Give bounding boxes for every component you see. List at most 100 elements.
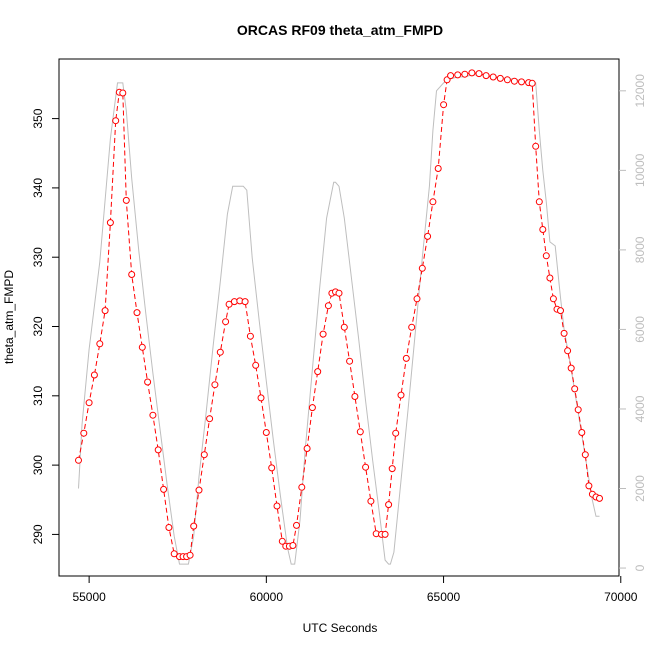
y-tick-label: 350: [31, 108, 45, 128]
theta-point: [440, 101, 448, 109]
theta-point: [160, 485, 168, 493]
theta-point: [186, 551, 194, 559]
x-axis: 55000 60000 65000 70000: [72, 576, 638, 604]
theta-point: [413, 295, 421, 303]
theta-point: [252, 361, 260, 369]
y2-tick-label: 2000: [633, 475, 647, 502]
altitude-series: [78, 74, 600, 565]
theta-point: [356, 428, 364, 436]
theta-point: [546, 274, 554, 282]
theta-point: [362, 463, 370, 471]
theta-point: [468, 69, 476, 77]
theta-point: [496, 74, 504, 82]
theta-point: [571, 385, 579, 393]
theta-point: [149, 411, 157, 419]
theta-point: [447, 72, 455, 80]
theta-point: [408, 323, 416, 331]
theta-point: [222, 318, 230, 326]
y2-tick-label: 6000: [633, 316, 647, 343]
theta-point: [340, 323, 348, 331]
theta-point: [367, 497, 375, 505]
theta-point: [122, 196, 130, 204]
theta-point: [539, 226, 547, 233]
theta-point: [324, 302, 332, 310]
theta-point: [581, 451, 589, 459]
theta-point: [585, 482, 593, 490]
theta-point: [381, 530, 389, 538]
theta-point: [106, 219, 114, 227]
theta-point: [319, 330, 327, 338]
theta-point: [397, 391, 405, 399]
y2-tick-label: 12000: [633, 74, 647, 108]
plot-frame: [58, 58, 620, 577]
theta-point: [392, 429, 400, 437]
y2-tick-label: 8000: [633, 236, 647, 263]
altitude-line: [78, 74, 600, 565]
theta-point: [388, 465, 396, 473]
theta-point: [351, 393, 359, 400]
theta-point: [112, 117, 120, 125]
theta-point: [461, 70, 469, 78]
theta-point: [489, 73, 497, 81]
theta-point: [273, 502, 281, 510]
theta-point: [475, 70, 483, 78]
theta-point: [211, 381, 219, 389]
theta-point: [278, 537, 286, 545]
theta-point: [293, 521, 300, 529]
theta-point: [90, 371, 98, 379]
theta-point: [119, 89, 127, 97]
theta-point: [308, 404, 316, 412]
theta-point: [596, 494, 603, 502]
theta-point: [424, 232, 432, 240]
x-tick-label: 65000: [427, 590, 461, 604]
theta-point: [385, 501, 393, 509]
theta-point: [532, 142, 540, 150]
theta-point: [133, 309, 141, 317]
theta-point: [216, 348, 224, 356]
theta-point: [418, 264, 426, 272]
theta-point: [289, 542, 297, 549]
y-tick-label: 330: [31, 247, 45, 267]
chart-title: ORCAS RF09 theta_atm_FMPD: [237, 22, 443, 38]
theta-point: [225, 300, 233, 308]
theta-point: [75, 456, 82, 464]
y-tick-label: 290: [31, 524, 45, 544]
y-tick-label: 320: [31, 316, 45, 336]
x-axis-label: UTC Seconds: [303, 621, 378, 635]
theta-point: [335, 289, 343, 297]
theta-series-points: [75, 69, 603, 561]
theta-point: [101, 307, 109, 315]
theta-point: [482, 72, 490, 80]
y-axis-right: 0 2000 4000 6000 8000 10000 12000: [619, 74, 647, 571]
y2-tick-label: 0: [633, 564, 647, 571]
theta-point: [195, 486, 203, 494]
theta-point: [257, 394, 265, 402]
theta-point: [535, 198, 543, 206]
theta-point: [206, 415, 214, 423]
theta-point: [564, 347, 572, 355]
theta-point: [314, 368, 322, 376]
theta-point: [528, 79, 536, 87]
theta-point: [549, 295, 557, 303]
theta-point: [557, 307, 564, 315]
theta-point: [567, 364, 575, 372]
x-tick-label: 60000: [250, 590, 284, 604]
theta-point: [138, 343, 146, 351]
theta-point: [574, 406, 582, 414]
y-axis-left: 290 300 310 320 330 340 350: [31, 108, 59, 544]
y2-tick-label: 4000: [633, 395, 647, 422]
theta-point: [128, 271, 136, 278]
theta-point: [85, 399, 93, 407]
y-axis-label: theta_atm_FMPD: [2, 270, 16, 364]
theta-point: [510, 77, 518, 85]
theta-point: [154, 446, 162, 454]
theta-point: [268, 464, 276, 472]
theta-point: [402, 354, 410, 362]
theta-point: [96, 340, 104, 348]
theta-point: [262, 429, 270, 436]
theta-point: [298, 483, 306, 491]
theta-point: [241, 298, 249, 306]
theta-point: [542, 252, 550, 260]
theta-point: [165, 524, 173, 531]
